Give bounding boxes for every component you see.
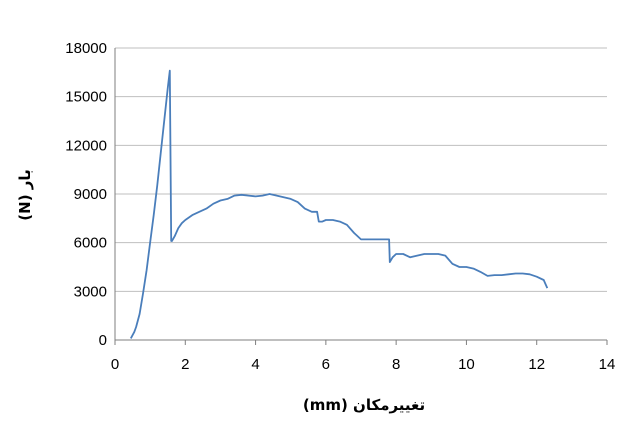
x-tick-label: 8 <box>392 356 400 373</box>
x-tick-label: 2 <box>181 356 189 373</box>
x-tick-label: 0 <box>111 356 119 373</box>
gridlines <box>115 47 607 292</box>
x-tick-label: 14 <box>599 356 616 373</box>
y-axis-label: بار (N) <box>16 169 34 220</box>
x-axis-label: تغییرمکان (mm) <box>303 396 425 414</box>
y-tick-label: 0 <box>99 332 107 349</box>
y-tick-label: 9000 <box>74 186 107 203</box>
y-tick-label: 15000 <box>65 89 107 106</box>
x-tick-label: 10 <box>458 356 475 373</box>
series-line <box>130 69 549 339</box>
x-tick-label: 6 <box>322 356 330 373</box>
y-tick-label: 6000 <box>74 235 107 252</box>
x-tick-label: 12 <box>528 356 545 373</box>
y-tick-label: 18000 <box>65 40 107 57</box>
y-tick-label: 12000 <box>65 137 107 154</box>
y-tick-label: 3000 <box>74 283 107 300</box>
y-tick-labels: 0 3000 6000 9000 12000 15000 18000 <box>65 40 107 349</box>
axes <box>114 48 608 345</box>
x-tick-label: 4 <box>251 356 259 373</box>
x-tick-labels: 0 2 4 6 8 10 12 14 <box>111 356 616 373</box>
series-group <box>130 69 549 339</box>
